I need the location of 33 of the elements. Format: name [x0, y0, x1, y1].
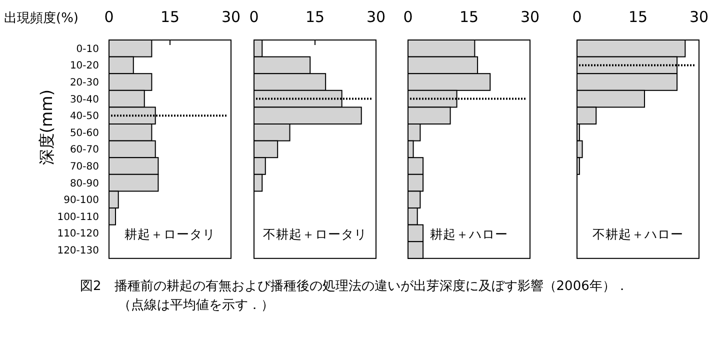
x-tick-label: 30	[689, 8, 709, 26]
y-tick-label: 90-100	[64, 195, 99, 206]
x-tick-label: 15	[160, 8, 180, 26]
x-tick-label: 30	[520, 8, 540, 26]
y-tick-label: 0-10	[76, 44, 99, 55]
x-tick-label: 0	[249, 8, 259, 26]
y-tick-label: 60-70	[70, 144, 99, 156]
text: （点線は平均値を示す．）	[118, 298, 274, 313]
text: 耕起＋ハロー	[430, 226, 508, 242]
y-tick-label: 10-20	[70, 60, 99, 72]
x-tick-label: 0	[403, 8, 413, 26]
x-tick-label: 30	[366, 8, 386, 26]
x-tick-label: 15	[459, 8, 479, 26]
y-tick-label: 120-130	[57, 246, 99, 256]
y-tick-label: 70-80	[70, 162, 99, 172]
y-tick-label: 80-90	[70, 178, 99, 190]
x-tick-label: 15	[305, 8, 325, 26]
text: 不耕起＋ロータリ	[263, 226, 367, 242]
text: 不耕起＋ハロー	[592, 226, 684, 242]
y-tick-label: 30-40	[70, 94, 99, 106]
y-axis-title: 深度(mm)	[37, 90, 56, 166]
y-tick-label: 110-120	[57, 228, 99, 240]
x-axis-title: 出現頻度(%)	[4, 10, 78, 26]
y-tick-label: 40-50	[70, 111, 99, 122]
y-tick-label: 100-110	[57, 212, 99, 223]
x-tick-label: 15	[628, 8, 648, 26]
y-tick-label: 50-60	[70, 128, 99, 139]
text: 耕起＋ロータリ	[124, 226, 216, 242]
y-tick-label: 20-30	[70, 78, 99, 88]
x-tick-label: 30	[221, 8, 241, 26]
caption: 図2 播種前の耕起の有無および播種後の処理法の違いが出芽深度に及ぼす影響（2006年）．	[80, 278, 628, 294]
x-tick-label: 0	[572, 8, 582, 26]
x-tick-label: 0	[104, 8, 114, 26]
